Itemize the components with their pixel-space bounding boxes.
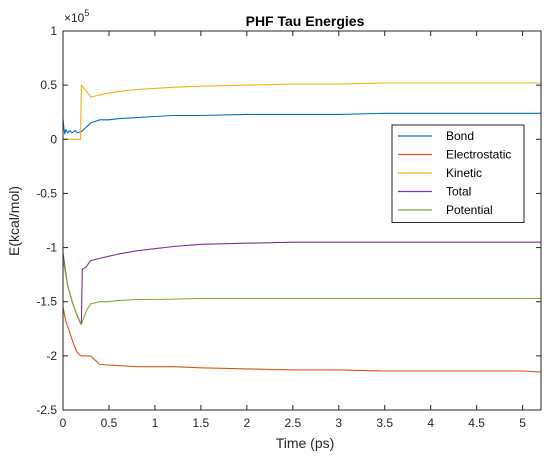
x-tick-label: 4.5 bbox=[468, 416, 485, 430]
y-tick-label: 0 bbox=[50, 132, 57, 146]
legend: Bond Electrostatic Kinetic Total Potential bbox=[391, 124, 525, 223]
series-line-potential bbox=[62, 258, 541, 326]
series-line-electrostatic bbox=[62, 306, 542, 373]
y-tick-label: -2.5 bbox=[36, 403, 57, 417]
x-tick-label: 0 bbox=[60, 416, 67, 430]
legend-label-electrostatic: Electrostatic bbox=[446, 148, 511, 162]
x-tick-label: 1 bbox=[152, 416, 159, 430]
y-tick-label: 1 bbox=[50, 24, 57, 38]
x-tick-label: 3.5 bbox=[376, 416, 393, 430]
plot-area bbox=[62, 82, 542, 373]
x-tick-label: 1.5 bbox=[193, 416, 210, 430]
y-tick-label: -2 bbox=[46, 349, 57, 363]
chart-title: PHF Tau Energies bbox=[246, 13, 365, 29]
axes-box bbox=[62, 30, 542, 411]
legend-box bbox=[391, 124, 525, 223]
axes: 0 0.5 1 1.5 2 2.5 3 3.5 4 4.5 5 1 0.5 0 -0.5 -1 -1.5 -2 -2… bbox=[36, 24, 542, 430]
x-tick-label: 2.5 bbox=[284, 416, 301, 430]
axis-exponent-base: ×10 bbox=[64, 11, 85, 25]
legend-label-bond: Bond bbox=[446, 129, 474, 143]
series-line-kinetic bbox=[63, 82, 541, 140]
series-line-total bbox=[62, 241, 541, 324]
y-tick-label: -1.5 bbox=[36, 295, 57, 309]
axis-exponent-label: ×105 bbox=[64, 8, 89, 25]
y-tick-label: 0.5 bbox=[40, 78, 57, 92]
y-tick-label: -0.5 bbox=[36, 186, 57, 200]
axis-exponent-power: 5 bbox=[84, 8, 89, 18]
legend-label-total: Total bbox=[446, 185, 471, 199]
x-tick-label: 3 bbox=[335, 416, 342, 430]
x-axis-label: Time (ps) bbox=[276, 435, 335, 451]
x-tick-label: 0.5 bbox=[101, 416, 118, 430]
x-tick-label: 5 bbox=[519, 416, 526, 430]
x-tick-label: 4 bbox=[427, 416, 434, 430]
x-tick-label: 2 bbox=[244, 416, 251, 430]
legend-label-kinetic: Kinetic bbox=[446, 166, 482, 180]
y-axis-label: E(kcal/mol) bbox=[6, 186, 22, 256]
legend-label-potential: Potential bbox=[446, 203, 493, 217]
y-tick-label: -1 bbox=[46, 241, 57, 255]
series-line-bond bbox=[62, 112, 541, 135]
